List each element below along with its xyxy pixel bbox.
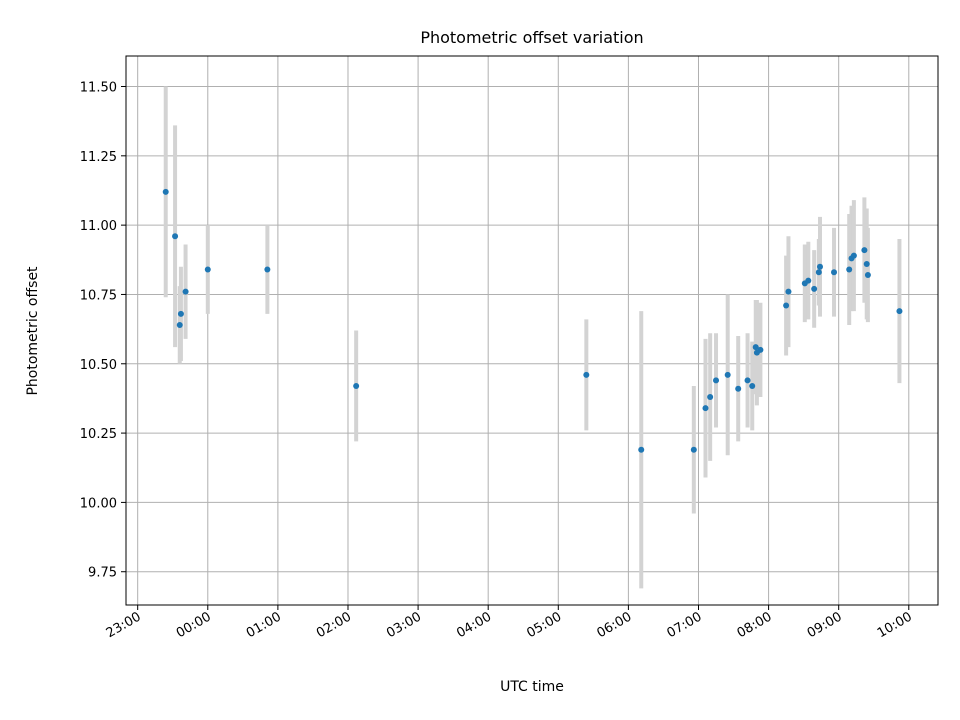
data-point [176, 321, 183, 328]
data-point [846, 266, 853, 273]
y-tick-label: 11.50 [80, 81, 117, 96]
data-point [811, 285, 818, 292]
data-point [353, 382, 360, 389]
data-point [752, 344, 759, 351]
data-point [757, 346, 764, 353]
data-point [702, 405, 709, 412]
x-tick-label: 05:00 [524, 609, 564, 641]
x-tick-label: 04:00 [454, 609, 494, 641]
data-point [850, 252, 857, 259]
y-tick-label: 10.75 [80, 288, 117, 303]
tick-layer: 23:00 00:00 01:00 02:00 03:00 04:00 05:00 06:00… [80, 81, 915, 642]
x-tick-label: 09:00 [805, 609, 845, 641]
errorbar-layer [163, 86, 902, 589]
data-point [864, 272, 871, 279]
data-point [815, 269, 822, 276]
data-point [162, 188, 169, 195]
x-tick-label: 07:00 [665, 609, 705, 641]
data-point [896, 308, 903, 315]
data-point [638, 446, 645, 453]
data-point [583, 371, 590, 378]
data-point [805, 277, 812, 284]
y-tick-label: 11.25 [80, 150, 117, 165]
x-axis-label: UTC time [500, 679, 564, 695]
grid-layer [126, 56, 938, 605]
data-point [749, 382, 756, 389]
data-point [863, 260, 870, 267]
y-tick-label: 10.00 [80, 496, 117, 511]
point-layer [162, 188, 903, 453]
y-tick-label: 11.00 [80, 219, 117, 234]
y-axis-label: Photometric offset [25, 266, 41, 396]
x-tick-label: 23:00 [104, 609, 144, 641]
x-tick-label: 10:00 [875, 609, 915, 641]
y-tick-label: 9.75 [88, 566, 117, 581]
data-point [831, 269, 838, 276]
x-tick-label: 06:00 [594, 609, 634, 641]
data-point [861, 247, 868, 254]
data-point [264, 266, 271, 273]
data-point [744, 377, 751, 384]
x-tick-label: 03:00 [384, 609, 424, 641]
data-point [783, 302, 790, 309]
y-tick-label: 10.25 [80, 427, 117, 442]
data-point [707, 394, 714, 401]
data-point [690, 446, 697, 453]
data-point [177, 310, 184, 317]
x-tick-label: 08:00 [735, 609, 775, 641]
chart-title: Photometric offset variation [420, 28, 643, 47]
data-point [182, 288, 189, 295]
plot-frame [125, 55, 939, 606]
data-point [735, 385, 742, 392]
y-tick-label: 10.50 [80, 358, 117, 373]
data-point [785, 288, 792, 295]
data-point [724, 371, 731, 378]
data-point [816, 263, 823, 270]
data-point [713, 377, 720, 384]
data-point [204, 266, 211, 273]
x-tick-label: 02:00 [314, 609, 354, 641]
x-tick-label: 00:00 [174, 609, 214, 641]
data-point [172, 233, 179, 240]
x-tick-label: 01:00 [244, 609, 284, 641]
